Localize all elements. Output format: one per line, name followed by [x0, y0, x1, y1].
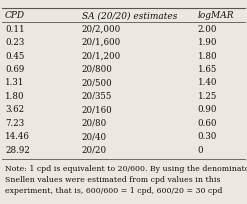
Text: 28.92: 28.92: [5, 146, 30, 155]
Text: 20/1,600: 20/1,600: [82, 38, 121, 47]
Text: 2.00: 2.00: [198, 24, 217, 33]
Text: 1.80: 1.80: [198, 51, 217, 61]
Text: 20/160: 20/160: [82, 105, 112, 114]
Text: SA (20/20) estimates: SA (20/20) estimates: [82, 11, 177, 20]
Text: 0: 0: [198, 146, 203, 155]
Text: 14.46: 14.46: [5, 132, 30, 141]
Text: 0.90: 0.90: [198, 105, 217, 114]
Text: Note: 1 cpd is equivalent to 20/600. By using the denominator,
Snellen values we: Note: 1 cpd is equivalent to 20/600. By …: [5, 165, 247, 195]
Text: 0.30: 0.30: [198, 132, 217, 141]
Text: 0.23: 0.23: [5, 38, 24, 47]
Text: 20/40: 20/40: [82, 132, 107, 141]
Text: logMAR: logMAR: [198, 11, 234, 20]
Text: 20/500: 20/500: [82, 79, 112, 88]
Text: 20/20: 20/20: [82, 146, 107, 155]
Text: 20/2,000: 20/2,000: [82, 24, 121, 33]
Text: 20/355: 20/355: [82, 92, 112, 101]
Text: 1.40: 1.40: [198, 79, 217, 88]
Text: 0.69: 0.69: [5, 65, 24, 74]
Text: 1.25: 1.25: [198, 92, 217, 101]
Text: 0.45: 0.45: [5, 51, 24, 61]
Text: 1.80: 1.80: [5, 92, 24, 101]
Text: 7.23: 7.23: [5, 119, 24, 128]
Text: 1.90: 1.90: [198, 38, 217, 47]
Text: 0.11: 0.11: [5, 24, 24, 33]
Text: 1.31: 1.31: [5, 79, 24, 88]
Text: 20/800: 20/800: [82, 65, 112, 74]
Text: 20/80: 20/80: [82, 119, 107, 128]
Text: 3.62: 3.62: [5, 105, 24, 114]
Text: 1.65: 1.65: [198, 65, 217, 74]
Text: 0.60: 0.60: [198, 119, 217, 128]
Text: CPD: CPD: [5, 11, 25, 20]
Text: 20/1,200: 20/1,200: [82, 51, 121, 61]
